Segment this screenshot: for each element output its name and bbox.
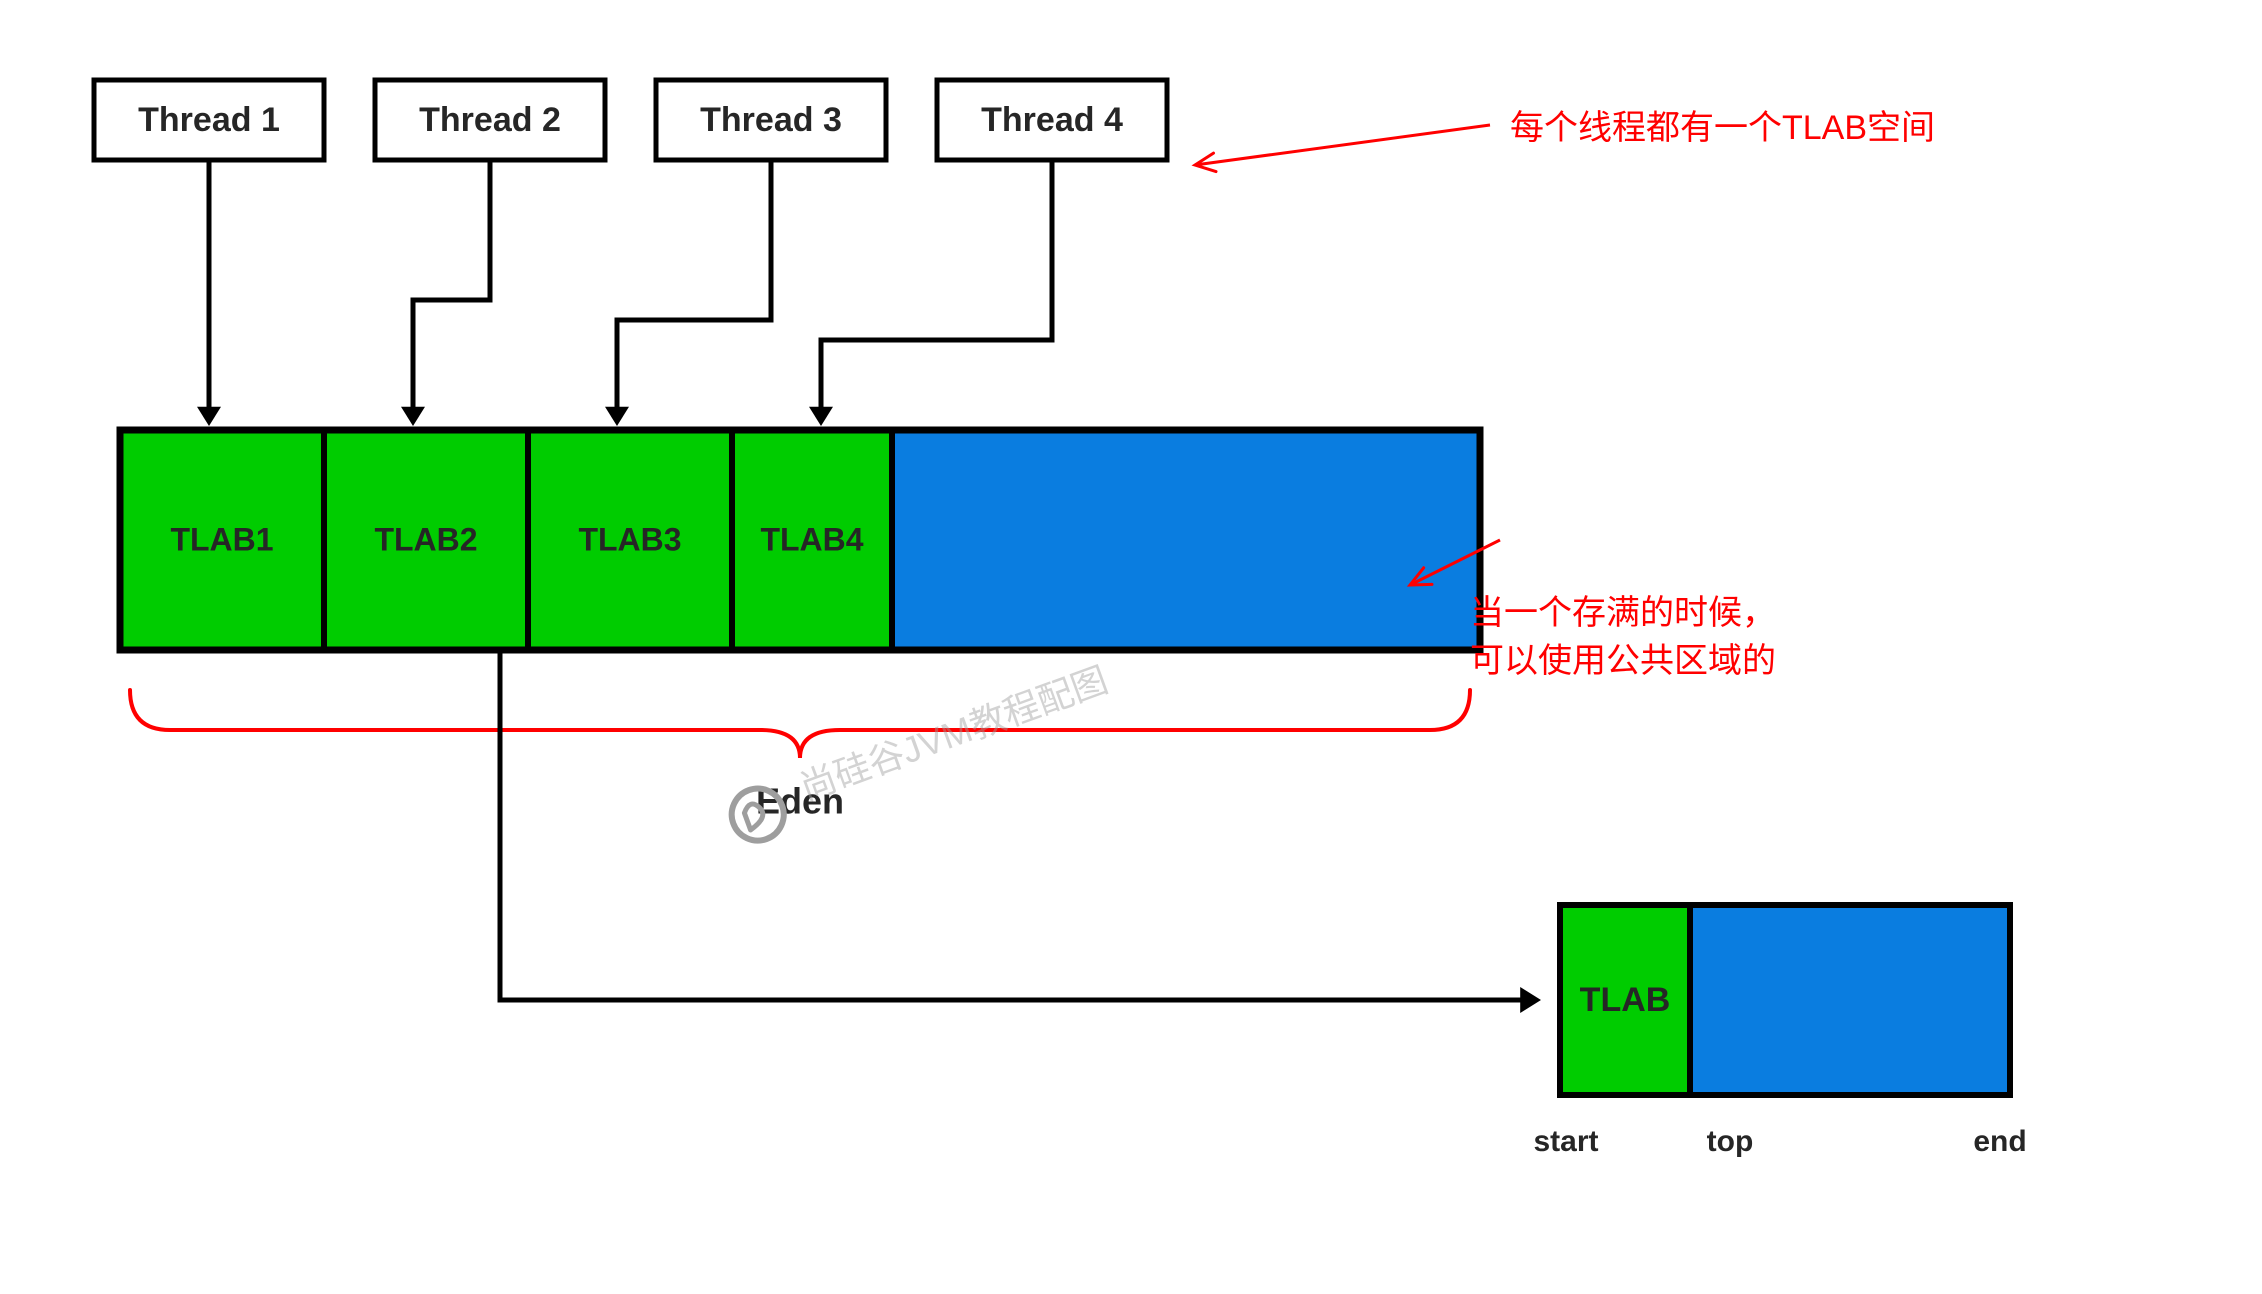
thread-box-1: Thread 1 xyxy=(94,80,324,160)
watermark: 尚硅谷JVM教程配图 xyxy=(723,659,1118,848)
thread-label-4: Thread 4 xyxy=(981,101,1123,139)
annotation-middle-text-2: 可以使用公共区域的 xyxy=(1470,642,1776,680)
thread-label-1: Thread 1 xyxy=(138,101,280,139)
eden-segment-free xyxy=(892,430,1480,650)
thread-box-4: Thread 4 xyxy=(937,80,1167,160)
tlab-detail: TLAB start top end xyxy=(1533,905,2026,1158)
eden-segment-label-tlab3: TLAB3 xyxy=(578,521,681,557)
thread-box-2: Thread 2 xyxy=(375,80,605,160)
tlab-detail-label: TLAB xyxy=(1580,981,1671,1019)
annotation-top: 每个线程都有一个TLAB空间 xyxy=(1195,109,1935,172)
axis-label-top: top xyxy=(1707,1125,1754,1158)
annotation-middle-text-1: 当一个存满的时候， xyxy=(1470,594,1776,632)
thread-arrows xyxy=(197,160,1052,426)
arrow-thread-3 xyxy=(617,160,771,420)
thread-label-3: Thread 3 xyxy=(700,101,842,139)
eden-segment-tlab4: TLAB4 xyxy=(732,430,892,650)
eden-region: TLAB1 TLAB2 TLAB3 TLAB4 xyxy=(120,430,1480,650)
eden-segment-tlab2: TLAB2 xyxy=(324,430,528,650)
watermark-text: 尚硅谷JVM教程配图 xyxy=(795,659,1113,808)
eden-segment-label-tlab2: TLAB2 xyxy=(374,521,477,557)
axis-label-start: start xyxy=(1533,1125,1598,1158)
arrow-thread-4 xyxy=(821,160,1052,420)
eden-segment-label-tlab4: TLAB4 xyxy=(760,521,863,557)
thread-label-2: Thread 2 xyxy=(419,101,561,139)
axis-label-end: end xyxy=(1973,1125,2026,1158)
eden-bracket: Eden xyxy=(130,690,1470,822)
threads-row: Thread 1 Thread 2 Thread 3 Thread 4 xyxy=(94,80,1167,160)
thread-box-3: Thread 3 xyxy=(656,80,886,160)
arrow-thread-2 xyxy=(413,160,490,420)
annotation-top-text: 每个线程都有一个TLAB空间 xyxy=(1510,109,1935,147)
eden-segment-label-tlab1: TLAB1 xyxy=(170,521,273,557)
eden-segment-tlab3: TLAB3 xyxy=(528,430,732,650)
eden-segment-tlab1: TLAB1 xyxy=(120,430,324,650)
